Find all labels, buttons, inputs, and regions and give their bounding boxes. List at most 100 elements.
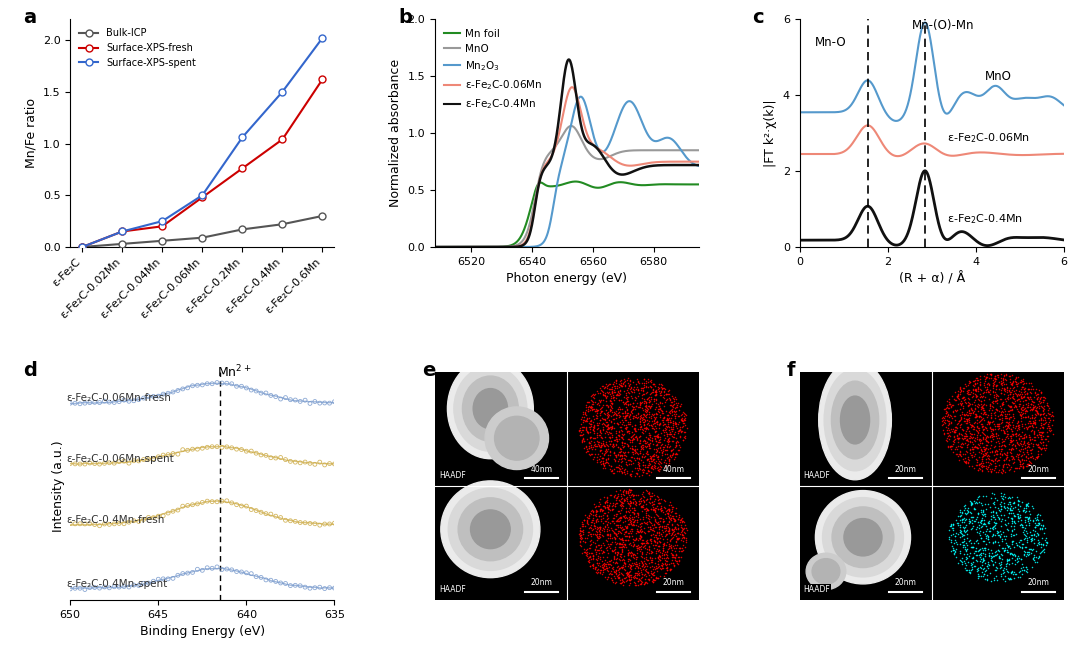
Point — [627, 511, 645, 521]
Point — [953, 451, 970, 461]
Point — [648, 562, 665, 573]
Point — [1013, 408, 1030, 419]
Point — [661, 454, 678, 464]
Point — [594, 395, 611, 405]
Point — [968, 378, 985, 388]
Point — [1041, 409, 1058, 419]
Point — [995, 375, 1012, 386]
Point — [635, 541, 652, 551]
Point — [633, 397, 650, 407]
Point — [997, 571, 1014, 581]
Point — [579, 527, 596, 537]
Point — [961, 389, 978, 399]
Point — [1020, 393, 1037, 403]
Point — [618, 493, 635, 503]
Point — [629, 444, 646, 454]
Point — [589, 558, 606, 568]
Point — [948, 422, 966, 433]
Point — [1035, 422, 1052, 433]
Point — [627, 497, 645, 507]
Point — [1010, 499, 1027, 509]
Point — [997, 450, 1014, 461]
Point — [106, 519, 123, 529]
Point — [672, 432, 689, 442]
Point — [193, 443, 211, 453]
Point — [661, 524, 678, 535]
Point — [990, 422, 1008, 433]
Point — [635, 420, 652, 430]
Point — [629, 509, 646, 519]
Point — [1030, 429, 1048, 439]
Point — [607, 499, 624, 509]
Point — [1039, 427, 1056, 437]
Point — [588, 430, 605, 440]
Point — [1013, 522, 1030, 532]
Point — [642, 463, 659, 473]
Point — [943, 401, 960, 412]
Point — [590, 522, 607, 533]
Point — [1039, 436, 1056, 446]
Point — [987, 449, 1004, 459]
Point — [253, 450, 270, 460]
Point — [980, 533, 997, 544]
Point — [1005, 521, 1023, 531]
Point — [943, 441, 960, 451]
Point — [649, 432, 666, 442]
Point — [1032, 546, 1050, 556]
Point — [658, 415, 675, 426]
Point — [642, 375, 659, 385]
Point — [968, 412, 985, 422]
Point — [650, 504, 667, 514]
Point — [1007, 550, 1024, 561]
Point — [583, 524, 600, 535]
Point — [637, 398, 654, 408]
Point — [976, 551, 994, 562]
Point — [627, 393, 645, 403]
Point — [1014, 455, 1031, 465]
Point — [975, 514, 993, 524]
Point — [604, 390, 621, 400]
Point — [1032, 412, 1050, 422]
Point — [608, 375, 625, 386]
Point — [969, 401, 986, 412]
Point — [972, 533, 989, 543]
Point — [1017, 450, 1035, 461]
Point — [1005, 517, 1023, 527]
Point — [949, 419, 967, 429]
Point — [1015, 392, 1032, 402]
Point — [1010, 372, 1027, 382]
Point — [662, 413, 679, 423]
Point — [624, 404, 642, 414]
Point — [588, 511, 605, 522]
Point — [643, 455, 660, 466]
Point — [637, 499, 654, 509]
Point — [267, 511, 284, 521]
Point — [603, 436, 620, 446]
Point — [968, 460, 985, 470]
Point — [631, 522, 648, 532]
Point — [1032, 421, 1050, 431]
Point — [993, 441, 1010, 451]
Point — [1004, 550, 1022, 560]
Point — [1025, 392, 1042, 402]
Point — [1009, 511, 1026, 522]
Point — [981, 451, 998, 461]
Point — [621, 537, 638, 548]
Point — [623, 437, 640, 447]
Point — [620, 547, 637, 557]
Point — [1024, 535, 1041, 545]
Point — [603, 441, 620, 451]
Point — [627, 500, 645, 510]
Point — [228, 499, 245, 510]
Point — [943, 402, 960, 412]
Point — [643, 555, 660, 565]
Point — [602, 539, 619, 549]
Point — [619, 385, 636, 395]
Point — [644, 399, 661, 410]
Point — [615, 441, 632, 451]
Point — [978, 575, 996, 586]
Point — [654, 546, 672, 556]
Point — [635, 441, 652, 451]
Point — [605, 393, 622, 403]
Point — [1018, 528, 1036, 538]
